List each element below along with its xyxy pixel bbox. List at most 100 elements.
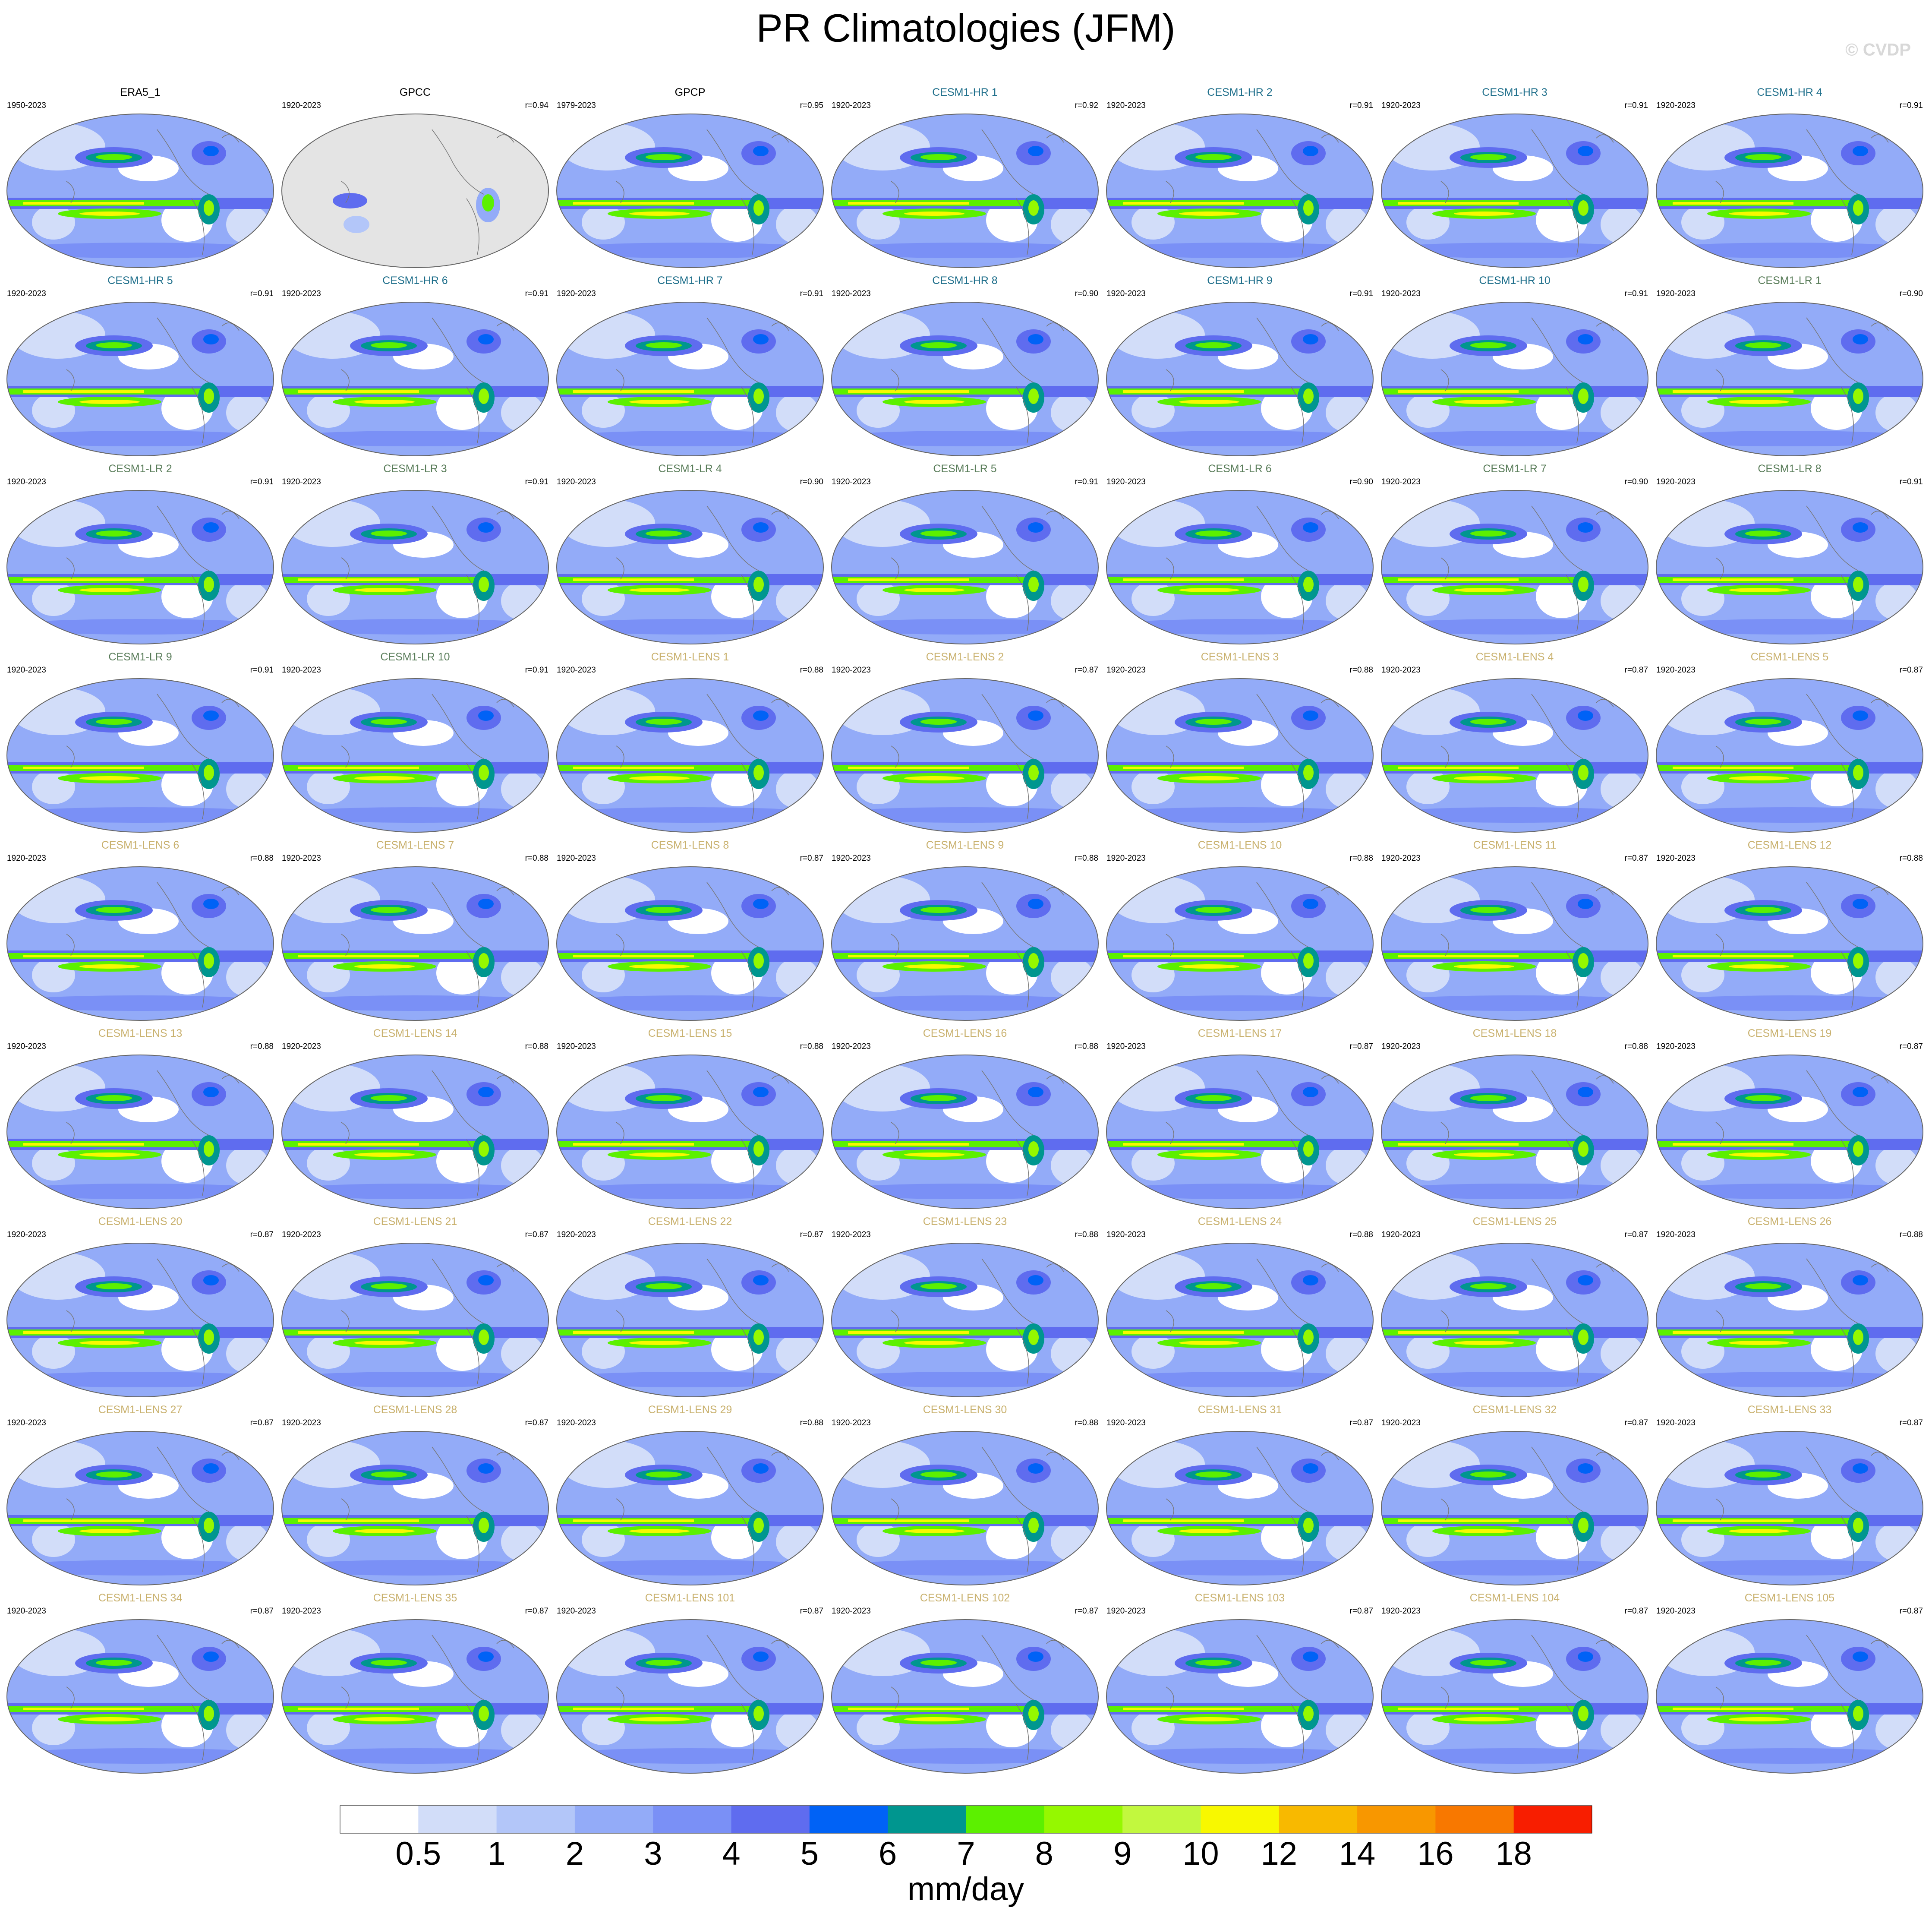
- amazon: [1028, 388, 1039, 404]
- map: [1106, 490, 1374, 644]
- itcz: [573, 955, 694, 957]
- panel-correlation: r=0.91: [525, 477, 548, 486]
- map-panel: CESM1-HR 7 1920-2023 r=0.91: [556, 275, 824, 456]
- colorbar-label: 12: [1261, 1835, 1297, 1872]
- map-panel: CESM1-HR 3 1920-2023 r=0.91: [1381, 86, 1648, 268]
- globe-outline: [556, 1619, 824, 1774]
- panel-title: CESM1-LENS 25: [1473, 1216, 1557, 1228]
- amazon: [1853, 765, 1863, 780]
- spcz: [1454, 400, 1514, 404]
- panel-years: 1920-2023: [1656, 1042, 1696, 1051]
- dry-region: [776, 1334, 819, 1373]
- map-field: [1656, 1055, 1923, 1209]
- south-band: [832, 995, 1098, 1011]
- panel-correlation: r=0.88: [250, 854, 274, 863]
- itcz: [573, 578, 694, 581]
- panel-years: 1920-2023: [1656, 1607, 1696, 1616]
- storm-track: [1853, 1275, 1868, 1285]
- storm-track: [371, 1095, 407, 1101]
- map-panel: CESM1-LENS 14 1920-2023 r=0.88: [281, 1027, 549, 1209]
- panel-correlation: r=0.87: [250, 1418, 274, 1427]
- storm-track: [646, 530, 682, 537]
- map-panel: CESM1-LR 6 1920-2023 r=0.90: [1106, 463, 1374, 644]
- south-band: [1656, 1748, 1923, 1764]
- panel-title: CESM1-LENS 2: [926, 651, 1004, 663]
- south-band: [557, 1184, 823, 1199]
- dry-region: [1875, 1146, 1919, 1185]
- map: [1656, 866, 1923, 1021]
- storm-track: [1028, 146, 1043, 156]
- map: [1381, 1431, 1648, 1585]
- south-band: [1656, 431, 1923, 446]
- spcz: [1454, 1341, 1514, 1345]
- storm-track: [1028, 1275, 1043, 1285]
- storm-track: [478, 1087, 494, 1097]
- itcz: [23, 202, 144, 205]
- dry-region: [776, 1522, 819, 1561]
- globe-outline: [6, 1243, 274, 1397]
- colorbar-label: 6: [879, 1835, 897, 1872]
- panel-title: CESM1-LENS 23: [923, 1216, 1007, 1228]
- storm-track: [753, 710, 769, 721]
- panel-years: 1920-2023: [7, 1418, 46, 1427]
- coastline: [1166, 694, 1339, 820]
- dry-region: [776, 1711, 819, 1749]
- coastline: [341, 317, 514, 443]
- spcz: [904, 776, 964, 780]
- map-field: [1656, 867, 1923, 1020]
- panel-years: 1920-2023: [832, 1042, 871, 1051]
- dry-region: [32, 1711, 75, 1745]
- panel-correlation: r=0.91: [525, 666, 548, 675]
- colorbar-box: [653, 1806, 732, 1833]
- map-panel: CESM1-LENS 27 1920-2023 r=0.87: [6, 1404, 274, 1585]
- coastline: [66, 694, 240, 820]
- globe-outline: [1656, 866, 1923, 1021]
- panel-title: CESM1-LENS 28: [373, 1404, 457, 1416]
- panel-title: CESM1-HR 5: [107, 275, 173, 287]
- panel-correlation: r=0.90: [1350, 477, 1373, 486]
- panel-title: CESM1-LENS 22: [648, 1216, 732, 1228]
- amazon: [1303, 953, 1314, 969]
- itcz: [848, 1143, 969, 1146]
- panel-correlation: r=0.87: [1900, 666, 1923, 675]
- dry-region: [1326, 1334, 1369, 1373]
- storm-track: [920, 1471, 957, 1478]
- map-panel: CESM1-LENS 104 1920-2023 r=0.87: [1381, 1592, 1648, 1774]
- storm-track: [1745, 530, 1781, 537]
- map: [281, 302, 549, 456]
- map-panel: CESM1-LENS 28 1920-2023 r=0.87: [281, 1404, 549, 1585]
- storm-track: [203, 522, 219, 533]
- colorbar-label: 18: [1495, 1835, 1532, 1872]
- coastline: [1715, 1070, 1889, 1196]
- south-band: [557, 1748, 823, 1764]
- globe-outline: [1656, 1243, 1923, 1397]
- map: [6, 678, 274, 833]
- amazon: [1578, 1518, 1588, 1533]
- map-field: [282, 114, 548, 268]
- storm-track: [96, 1095, 132, 1101]
- coastline: [341, 694, 514, 820]
- panel-title: CESM1-HR 9: [1207, 275, 1272, 287]
- south-band: [1381, 1372, 1648, 1387]
- amazon: [1578, 765, 1588, 780]
- panel-correlation: r=0.91: [525, 289, 548, 298]
- map-field: [1381, 490, 1648, 644]
- storm-track: [1853, 146, 1868, 156]
- dry-region: [307, 1522, 350, 1557]
- south-band: [1381, 431, 1648, 446]
- panel-title: CESM1-LENS 15: [648, 1027, 732, 1039]
- coastline: [616, 1070, 789, 1196]
- itcz: [1123, 767, 1244, 769]
- spcz: [629, 1153, 690, 1157]
- map-panel: CESM1-LENS 12 1920-2023 r=0.88: [1656, 839, 1923, 1021]
- dry-region: [776, 1146, 819, 1185]
- itcz: [573, 1331, 694, 1334]
- coastline: [891, 505, 1064, 632]
- south-band: [1106, 243, 1373, 258]
- panel-title: CESM1-LENS 14: [373, 1027, 457, 1039]
- coastline: [1166, 882, 1339, 1008]
- panel-correlation: r=0.87: [1900, 1418, 1923, 1427]
- storm-track: [96, 719, 132, 725]
- dry-region: [1681, 581, 1724, 616]
- dry-region: [226, 205, 269, 244]
